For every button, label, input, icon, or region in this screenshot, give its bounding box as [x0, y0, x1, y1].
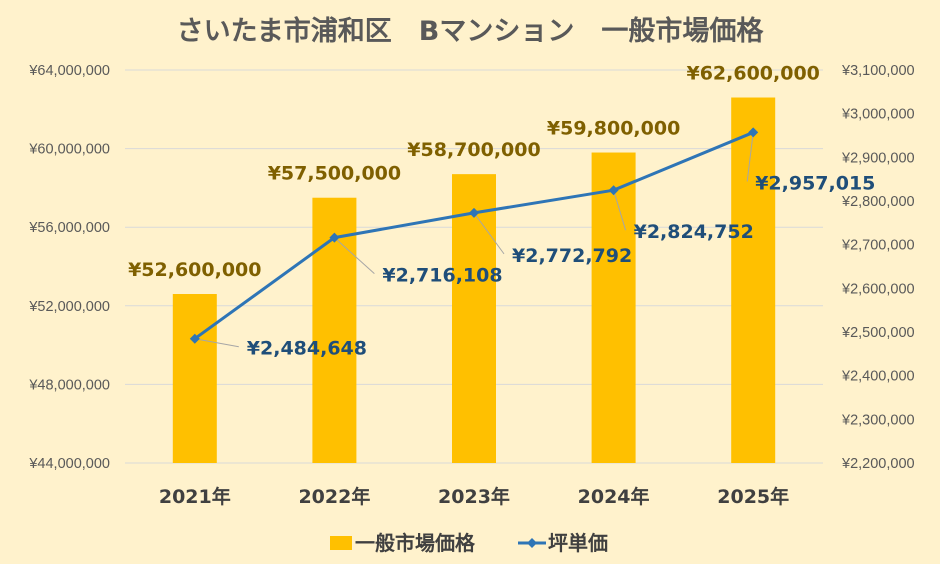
leader-line — [746, 132, 754, 182]
bar — [731, 97, 776, 463]
leader-line — [473, 212, 505, 255]
line-value-label: ¥2,484,648 — [247, 338, 367, 360]
line-marker — [329, 232, 340, 243]
line-marker — [608, 185, 619, 196]
line-value-label: ¥2,957,015 — [755, 172, 875, 194]
line-value-label: ¥2,716,108 — [382, 265, 502, 287]
bar-value-label: ¥62,600,000 — [686, 63, 819, 85]
data-labels: ¥52,600,000 ¥57,500,000 ¥58,700,000 ¥59,800… — [128, 63, 875, 360]
bar — [172, 294, 217, 463]
y-left-tick-label: ¥64,000,000 — [28, 63, 110, 79]
x-category-label: 2022年 — [298, 485, 370, 508]
y-left-tick-label: ¥48,000,000 — [28, 377, 110, 393]
bar — [591, 152, 636, 463]
y-right-tick-label: ¥2,300,000 — [841, 412, 915, 428]
line-value-label: ¥2,824,752 — [634, 221, 754, 243]
y-right-tick-label: ¥2,700,000 — [841, 238, 915, 254]
y-right-tick-label: ¥2,500,000 — [841, 325, 915, 341]
axes: ¥44,000,000 ¥48,000,000 ¥52,000,000 ¥56,000… — [28, 63, 914, 508]
legend-line-label: 坪単価 — [548, 531, 608, 555]
line-marker — [748, 127, 759, 138]
leader-line — [194, 338, 239, 348]
bar-value-label: ¥57,500,000 — [268, 163, 401, 185]
y-left-tick-label: ¥60,000,000 — [28, 142, 110, 158]
chart-title: さいたま市浦和区 Bマンション 一般市場価格 — [177, 15, 765, 47]
line-marker — [189, 333, 200, 344]
y-right-tick-label: ¥3,100,000 — [841, 63, 915, 79]
label-leader-lines — [194, 132, 754, 348]
x-category-label: 2023年 — [438, 485, 510, 508]
legend-bar-label: 一般市場価格 — [355, 531, 476, 555]
bar-value-label: ¥52,600,000 — [128, 259, 261, 281]
line-value-label: ¥2,772,792 — [512, 245, 632, 267]
y-right-tick-label: ¥2,800,000 — [841, 194, 915, 210]
y-right-tick-label: ¥3,000,000 — [841, 107, 915, 123]
legend: 一般市場価格 坪単価 — [330, 531, 608, 555]
x-category-label: 2025年 — [717, 485, 789, 508]
y-right-tick-label: ¥2,400,000 — [841, 369, 915, 385]
x-category-label: 2021年 — [159, 485, 231, 508]
bar — [452, 174, 496, 463]
legend-bar-swatch — [330, 536, 352, 550]
legend-line-marker — [527, 538, 537, 548]
bar-value-label: ¥59,800,000 — [547, 118, 680, 140]
line-marker — [469, 207, 479, 218]
line-series — [189, 127, 759, 344]
leader-line — [334, 237, 375, 275]
leader-line — [613, 190, 627, 231]
x-category-label: 2024年 — [578, 485, 650, 508]
y-right-tick-label: ¥2,900,000 — [841, 150, 915, 166]
y-left-tick-label: ¥56,000,000 — [28, 220, 110, 236]
y-left-tick-label: ¥44,000,000 — [28, 456, 110, 472]
bar-value-label: ¥58,700,000 — [407, 139, 540, 161]
y-left-tick-label: ¥52,000,000 — [28, 299, 110, 315]
y-right-tick-label: ¥2,600,000 — [841, 281, 915, 297]
y-right-tick-label: ¥2,200,000 — [841, 456, 915, 472]
